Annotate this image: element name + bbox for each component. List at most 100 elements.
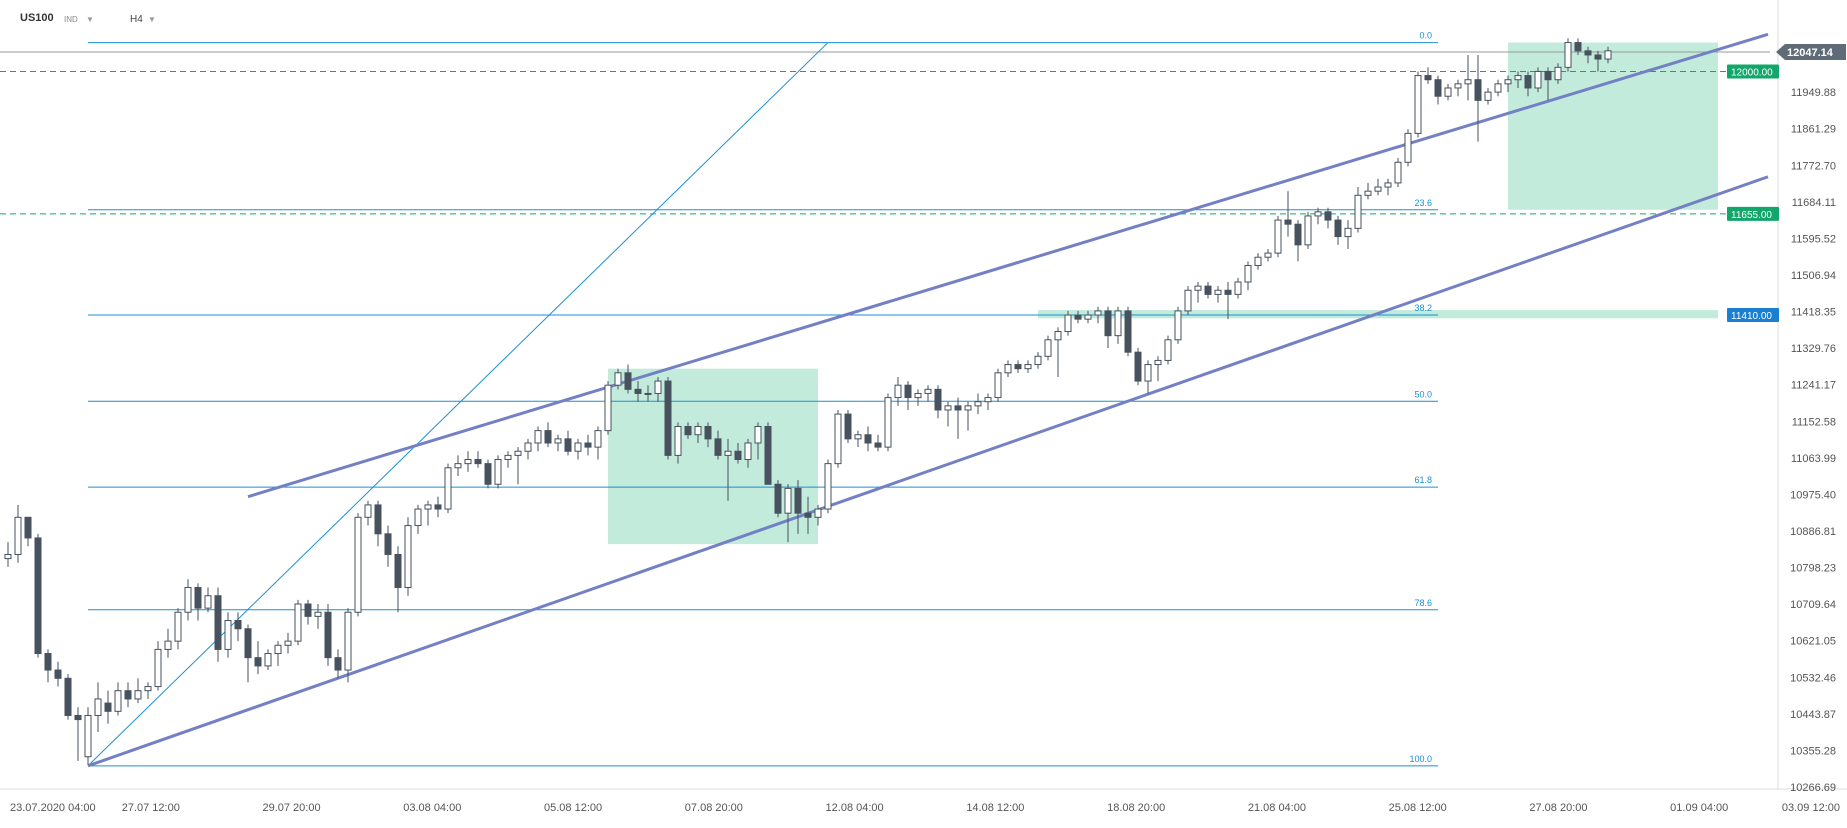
- x-axis-tick-label: 12.08 04:00: [826, 802, 884, 814]
- candle-body: [144, 686, 152, 692]
- candle-body: [1534, 70, 1542, 89]
- candle: [124, 682, 132, 708]
- candle-body: [914, 392, 922, 399]
- candle-body: [524, 442, 532, 452]
- candle: [564, 430, 572, 456]
- candle-body: [944, 405, 952, 411]
- candle-body: [14, 516, 22, 555]
- x-axis-tick-label: 29.07 20:00: [262, 802, 320, 814]
- candle-body: [874, 442, 882, 448]
- candle: [514, 447, 522, 485]
- candle: [14, 504, 22, 563]
- candle: [1114, 306, 1122, 344]
- price-level-tag: 12000.00: [1727, 64, 1779, 79]
- candle-body: [44, 653, 52, 671]
- candle-body: [864, 434, 872, 444]
- candle-body: [1384, 182, 1392, 188]
- candle: [1264, 248, 1272, 262]
- candle-body: [1394, 161, 1402, 184]
- candle-body: [84, 714, 92, 758]
- candle: [1084, 310, 1092, 324]
- candle: [1494, 79, 1502, 97]
- candle-body: [1604, 50, 1612, 60]
- y-axis-tick-label: 10886.81: [1790, 526, 1836, 538]
- y-axis-tick-label: 10621.05: [1790, 636, 1836, 648]
- y-axis-tick-label: 10975.40: [1790, 489, 1836, 501]
- candle-body: [924, 388, 932, 394]
- candle-body: [54, 669, 62, 679]
- candle-body: [764, 425, 772, 485]
- fib-level-label: 50.0: [1414, 389, 1432, 399]
- candle-body: [984, 397, 992, 403]
- candle-body: [504, 454, 512, 461]
- candle-body: [704, 425, 712, 440]
- candle-body: [264, 653, 272, 667]
- candle-body: [1434, 79, 1442, 97]
- candle-body: [1234, 281, 1242, 295]
- x-axis-tick-label: 27.07 12:00: [122, 802, 180, 814]
- candle: [864, 426, 872, 452]
- timeframe-label[interactable]: H4: [130, 14, 143, 25]
- candle-body: [1144, 364, 1152, 382]
- candle-body: [1184, 289, 1192, 312]
- candle: [924, 385, 932, 402]
- candle-body: [1134, 351, 1142, 382]
- candle-body: [1544, 70, 1552, 81]
- price-tag-bg: [1727, 64, 1779, 79]
- candle: [424, 500, 432, 526]
- candle-body: [514, 450, 522, 456]
- candle-body: [94, 698, 102, 716]
- candle-body: [1254, 256, 1262, 266]
- candle: [844, 409, 852, 443]
- candle: [594, 426, 602, 460]
- candle: [274, 641, 282, 666]
- candle: [1014, 360, 1022, 373]
- candle: [974, 393, 982, 415]
- candle: [1534, 67, 1542, 93]
- candle: [434, 496, 442, 518]
- candle: [524, 438, 532, 460]
- candle-body: [1314, 211, 1322, 217]
- candle-body: [1104, 310, 1112, 337]
- candle: [354, 513, 362, 617]
- candle: [1604, 46, 1612, 64]
- candle: [134, 678, 142, 704]
- candle-body: [994, 372, 1002, 399]
- candle: [1514, 71, 1522, 88]
- candle-body: [1354, 194, 1362, 229]
- candle-body: [894, 384, 902, 399]
- candle-body: [34, 537, 42, 655]
- candle-body: [544, 430, 552, 444]
- x-axis-tick-label: 01.09 04:00: [1670, 802, 1728, 814]
- candle: [1284, 191, 1292, 237]
- symbol-label[interactable]: US100: [20, 12, 54, 24]
- candle-body: [574, 442, 582, 452]
- candle: [834, 409, 842, 468]
- candle-body: [474, 459, 482, 465]
- candle-body: [344, 611, 352, 671]
- candle: [1374, 178, 1382, 196]
- candle-body: [424, 504, 432, 510]
- candle: [634, 381, 642, 402]
- candle: [1404, 129, 1412, 167]
- candle: [344, 608, 352, 683]
- candle-body: [1054, 331, 1062, 341]
- x-axis-tick-label: 03.08 04:00: [403, 802, 461, 814]
- candle-body: [1014, 364, 1022, 370]
- candle: [1204, 281, 1212, 299]
- candle: [1124, 306, 1132, 357]
- candle: [944, 401, 952, 427]
- timeframe-dropdown-chevron-icon[interactable]: ▼: [148, 15, 156, 24]
- candle-body: [754, 425, 762, 444]
- candle: [104, 690, 112, 724]
- candle: [1584, 46, 1592, 64]
- candle: [714, 430, 722, 460]
- candle-body: [464, 459, 472, 465]
- candle-body: [884, 397, 892, 448]
- candle-body: [1344, 227, 1352, 238]
- candle: [654, 376, 662, 402]
- candle: [204, 587, 212, 613]
- candle: [1354, 187, 1362, 233]
- symbol-dropdown-chevron-icon[interactable]: ▼: [86, 15, 94, 24]
